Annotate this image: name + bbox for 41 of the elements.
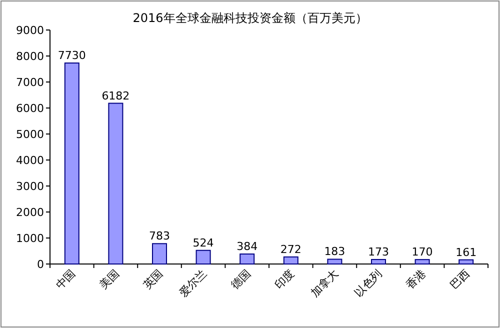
x-tick-label: 中国 [53, 266, 78, 292]
data-label: 272 [280, 242, 302, 256]
data-label: 6182 [102, 89, 130, 102]
y-tick-label: 7000 [16, 76, 44, 89]
data-label: 783 [149, 230, 170, 243]
x-tick-label: 美国 [97, 266, 122, 292]
data-label: 170 [412, 246, 433, 259]
y-tick-label: 2000 [16, 206, 44, 219]
x-tick-label: 爱尔兰 [176, 266, 210, 300]
y-tick-label: 5000 [16, 128, 44, 141]
y-tick-label: 4000 [16, 154, 44, 167]
x-tick-label: 加拿大 [308, 266, 341, 300]
data-label: 384 [236, 240, 258, 254]
x-tick-label: 香港 [404, 266, 428, 292]
bar [240, 254, 255, 264]
y-tick-label: 0 [37, 258, 44, 271]
data-label: 7730 [58, 49, 86, 62]
x-tick-label: 英国 [140, 266, 166, 292]
bar [327, 258, 342, 264]
bar [152, 243, 167, 264]
y-tick-label: 6000 [16, 102, 44, 115]
y-tick-label: 8000 [16, 50, 44, 63]
x-tick-label: 巴西 [447, 266, 472, 292]
bar [108, 102, 124, 264]
x-tick-label: 印度 [272, 266, 298, 292]
bar [458, 259, 474, 264]
data-label: 161 [456, 246, 477, 259]
y-tick-label: 3000 [16, 180, 44, 193]
bar [414, 259, 430, 264]
bar [196, 250, 211, 264]
x-tick-label: 德国 [228, 266, 254, 292]
y-tick-label: 9000 [16, 24, 44, 37]
data-label: 524 [192, 236, 214, 250]
data-label: 183 [324, 245, 346, 258]
bar [371, 259, 386, 264]
bar [64, 62, 80, 264]
y-tick-label: 1000 [16, 232, 44, 245]
bar [283, 256, 298, 264]
chart-title: 2016年全球金融科技投资金额（百万美元） [132, 11, 368, 25]
x-tick-label: 以色列 [352, 266, 385, 300]
data-label: 173 [368, 246, 389, 258]
